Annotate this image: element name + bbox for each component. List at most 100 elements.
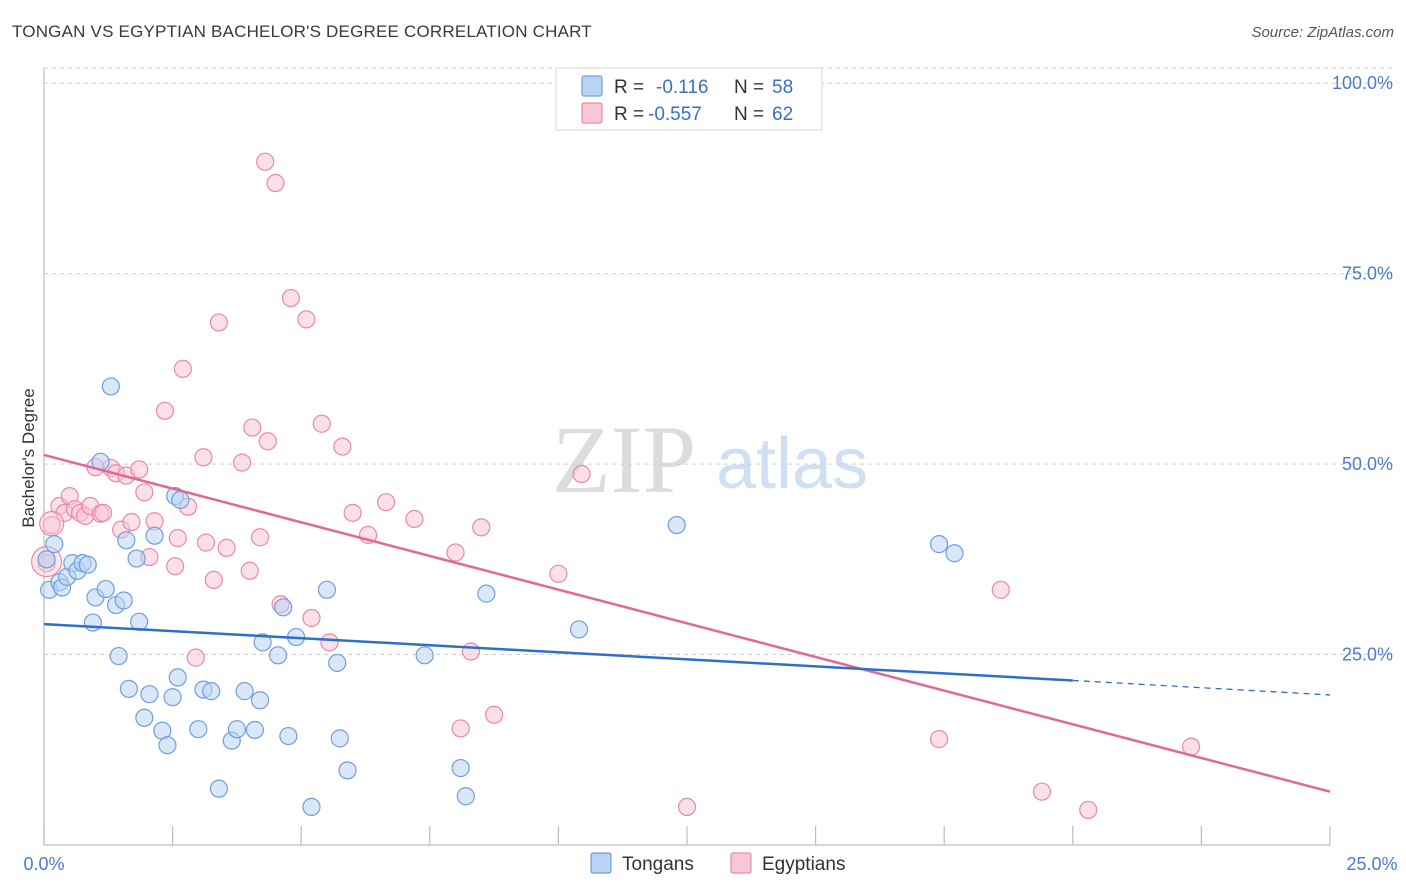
tongan-r-value: -0.116 (656, 77, 708, 98)
tongan-trend-extension (1072, 679, 1331, 696)
egyptian-point (204, 570, 223, 590)
egyptian-point (472, 518, 491, 537)
y-axis-label: Bachelor's Degree (19, 388, 38, 527)
egyptian-point (281, 288, 301, 308)
legend-tongans-swatch (590, 852, 612, 874)
egyptian-point (196, 533, 216, 552)
tongan-point (302, 797, 321, 817)
tongan-trend-line (43, 622, 1073, 682)
y-tick-label: 100.0% (1332, 73, 1393, 93)
egyptian-n-label: N = (734, 104, 764, 125)
tongan-point (127, 549, 146, 568)
y-tick-label: 75.0% (1342, 264, 1393, 284)
egyptian-point (343, 503, 362, 522)
egyptian-point (122, 512, 141, 532)
tongan-point (119, 679, 138, 698)
tongan-point (330, 729, 349, 748)
x-tick-label-max: 25.0% (1346, 854, 1397, 874)
egyptian-point (209, 313, 228, 332)
egyptian-point (256, 152, 275, 171)
tongan-point (667, 515, 686, 535)
egyptian-point (166, 557, 185, 576)
tongan-point (135, 708, 154, 727)
egyptian-point (549, 564, 568, 583)
tongan-point (109, 646, 128, 666)
tongan-point (245, 720, 265, 740)
tongan-point (96, 579, 115, 599)
tongan-point (268, 646, 288, 665)
legend-egyptians-label: Egyptians (762, 854, 845, 875)
egyptian-point (186, 648, 205, 667)
egyptian-point (461, 642, 481, 661)
egyptian-point (1079, 800, 1098, 820)
egyptian-swatch (581, 102, 603, 124)
egyptian-point (333, 437, 352, 456)
tongan-point (415, 646, 434, 665)
egyptian-point (194, 448, 213, 467)
tongan-point (253, 633, 272, 652)
egyptian-point (405, 509, 424, 529)
tongan-point (328, 653, 347, 673)
egyptian-point (297, 310, 316, 329)
egyptian-trend-line (43, 453, 1331, 793)
tongan-n-value: 58 (772, 77, 793, 98)
tongan-point (451, 758, 470, 778)
tongan-point (140, 685, 159, 704)
tongan-point (338, 761, 357, 780)
tongan-point (929, 535, 949, 554)
x-tick-marks (43, 826, 1331, 845)
tongan-point (569, 620, 589, 639)
egyptian-point (135, 483, 154, 502)
series-tongans (37, 377, 964, 817)
egyptian-point (991, 580, 1010, 599)
tongan-point (101, 377, 120, 396)
egyptian-point (376, 493, 396, 512)
egyptian-r-value: -0.557 (648, 104, 702, 125)
egyptian-r-label: R = (614, 104, 644, 125)
y-tick-label: 50.0% (1342, 454, 1393, 474)
egyptian-point (446, 543, 465, 562)
source-label: Source: ZipAtlas.com (1251, 24, 1394, 41)
egyptian-point (677, 797, 697, 817)
tongan-point (168, 668, 187, 687)
trend-lines (43, 453, 1331, 793)
tongan-point (37, 550, 56, 569)
tongan-point (114, 591, 133, 610)
egyptian-point (232, 453, 252, 472)
y-tick-label: 25.0% (1342, 645, 1393, 665)
egyptian-point (250, 528, 270, 547)
egyptian-point (42, 515, 61, 535)
chart-title: TONGAN VS EGYPTIAN BACHELOR'S DEGREE COR… (12, 22, 592, 41)
tongan-point (45, 535, 64, 554)
egyptian-point (320, 633, 339, 652)
tongan-n-label: N = (734, 77, 764, 98)
legend-egyptians-swatch (730, 852, 752, 874)
egyptian-point (168, 528, 187, 548)
tongan-point (227, 720, 246, 739)
egyptian-point (39, 510, 65, 537)
tongan-point (317, 580, 337, 599)
tongan-point (78, 555, 97, 574)
egyptian-point (1032, 782, 1052, 801)
egyptian-point (243, 418, 262, 437)
tongan-point (83, 613, 102, 632)
egyptian-point (451, 719, 470, 738)
egyptian-n-value: 62 (772, 104, 793, 125)
tongan-point (202, 682, 221, 701)
tongan-point (145, 526, 164, 545)
tongan-point (279, 726, 298, 746)
stats-legend: R = -0.116 N = 58 R = -0.557 N = 62 (555, 67, 823, 131)
tongan-point (945, 544, 964, 563)
egyptian-point (929, 730, 949, 749)
legend-tongans-label: Tongans (622, 854, 694, 875)
tongan-swatch (581, 75, 603, 97)
egyptian-point (240, 561, 259, 580)
tongan-point (158, 736, 177, 755)
tongan-point (117, 531, 136, 550)
egyptian-point (485, 705, 504, 724)
tongan-point (235, 682, 254, 701)
watermark-zip: ZIP (552, 406, 696, 513)
egyptian-point (173, 359, 192, 378)
tongan-r-label: R = (614, 77, 644, 98)
x-tick-label-min: 0.0% (23, 854, 64, 874)
